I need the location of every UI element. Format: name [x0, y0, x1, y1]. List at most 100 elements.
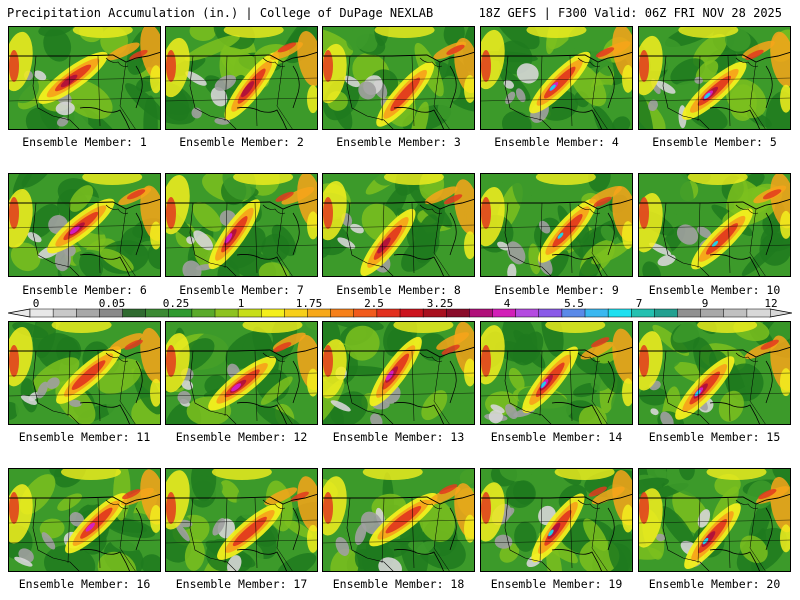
colorbar-swatch: [284, 308, 309, 318]
precipitation-map: [165, 321, 318, 425]
colorbar-tick-label: 5.5: [564, 297, 584, 310]
ensemble-member-map: [638, 321, 791, 425]
colorbar-tick-label: 2.5: [364, 297, 384, 310]
colorbar-arrow-right: [769, 308, 792, 318]
colorbar-swatch: [700, 308, 725, 318]
colorbar-swatch: [145, 308, 170, 318]
colorbar-swatch: [52, 308, 77, 318]
colorbar-tick-label: 9: [701, 297, 709, 310]
ensemble-member-label: Ensemble Member: 6: [22, 283, 147, 297]
colorbar-tick-label: 1: [237, 297, 245, 310]
colorbar-scale: [8, 308, 792, 318]
colorbar-swatch: [561, 308, 586, 318]
ensemble-member-label: Ensemble Member: 5: [652, 135, 777, 149]
colorbar-swatch: [584, 308, 609, 318]
precipitation-map: [480, 173, 633, 277]
colorbar-swatch: [261, 308, 285, 318]
ensemble-member-label: Ensemble Member: 10: [648, 283, 781, 297]
ensemble-member-label: Ensemble Member: 11: [18, 430, 151, 444]
colorbar: 0 0.05 0.25 1 1.75 2.5 3.25 4 5.5 7 9 12: [8, 297, 792, 318]
ensemble-member-map: [322, 321, 475, 425]
ensemble-member-map: [480, 26, 633, 130]
precipitation-map: [638, 468, 791, 572]
precipitation-map: [322, 173, 475, 277]
colorbar-swatch: [330, 308, 355, 318]
precipitation-map: [480, 468, 633, 572]
ensemble-member-label: Ensemble Member: 20: [648, 577, 781, 591]
ensemble-member-label: Ensemble Member: 17: [175, 577, 308, 591]
colorbar-swatch: [422, 308, 447, 318]
precipitation-map: [480, 321, 633, 425]
precipitation-map: [322, 26, 475, 130]
colorbar-swatch: [399, 308, 424, 318]
ensemble-member-label: Ensemble Member: 9: [494, 283, 619, 297]
precipitation-map: [638, 321, 791, 425]
colorbar-swatch: [353, 308, 378, 318]
precipitation-map: [8, 26, 161, 130]
colorbar-swatch: [446, 308, 470, 318]
precipitation-map: [322, 468, 475, 572]
colorbar-tick-label: 1.75: [295, 297, 323, 310]
precipitation-map: [165, 468, 318, 572]
ensemble-member-map: [638, 468, 791, 572]
colorbar-swatch: [746, 308, 771, 318]
ensemble-member-label: Ensemble Member: 2: [179, 135, 304, 149]
colorbar-tick-label: 4: [503, 297, 511, 310]
precipitation-map: [638, 26, 791, 130]
colorbar-swatch: [538, 308, 563, 318]
ensemble-member-map: [480, 321, 633, 425]
ensemble-member-map: [8, 321, 161, 425]
ensemble-member-map: [8, 173, 161, 277]
map-title: Precipitation Accumulation (in.) | Colle…: [7, 6, 434, 20]
ensemble-member-label: Ensemble Member: 14: [490, 430, 623, 444]
colorbar-arrow-left: [8, 308, 31, 318]
colorbar-swatch: [307, 308, 332, 318]
colorbar-tick-label: 12: [764, 297, 778, 310]
colorbar-swatch: [631, 308, 655, 318]
colorbar-swatch: [492, 308, 517, 318]
ensemble-member-map: [165, 321, 318, 425]
colorbar-swatch: [29, 308, 54, 318]
ensemble-member-label: Ensemble Member: 18: [332, 577, 465, 591]
ensemble-member-label: Ensemble Member: 15: [648, 430, 781, 444]
colorbar-swatch: [607, 308, 632, 318]
precipitation-map: [165, 173, 318, 277]
ensemble-member-map: [322, 173, 475, 277]
ensemble-member-label: Ensemble Member: 8: [336, 283, 461, 297]
colorbar-swatch: [376, 308, 401, 318]
precipitation-map: [8, 321, 161, 425]
colorbar-swatch: [723, 308, 748, 318]
colorbar-swatch: [237, 308, 262, 318]
model-run-info: 18Z GEFS | F300 Valid: 06Z FRI NOV 28 20…: [478, 6, 782, 20]
ensemble-member-map: [165, 26, 318, 130]
ensemble-member-map: [8, 26, 161, 130]
ensemble-member-label: Ensemble Member: 16: [18, 577, 151, 591]
precipitation-map: [638, 173, 791, 277]
ensemble-member-label: Ensemble Member: 3: [336, 135, 461, 149]
ensemble-member-map: [165, 468, 318, 572]
ensemble-member-map: [322, 26, 475, 130]
colorbar-tick-label: 0: [32, 297, 40, 310]
colorbar-swatch: [99, 308, 124, 318]
precipitation-map: [8, 468, 161, 572]
colorbar-tick-label: 0.05: [98, 297, 126, 310]
ensemble-member-map: [480, 173, 633, 277]
precipitation-map: [8, 173, 161, 277]
colorbar-tick-label: 3.25: [426, 297, 454, 310]
ensemble-member-map: [165, 173, 318, 277]
ensemble-member-label: Ensemble Member: 13: [332, 430, 465, 444]
colorbar-swatch: [677, 308, 702, 318]
precipitation-map: [480, 26, 633, 130]
ensemble-member-label: Ensemble Member: 12: [175, 430, 308, 444]
ensemble-member-label: Ensemble Member: 7: [179, 283, 304, 297]
precipitation-map: [165, 26, 318, 130]
precipitation-map: [322, 321, 475, 425]
ensemble-member-map: [638, 26, 791, 130]
colorbar-swatch: [168, 308, 193, 318]
ensemble-member-label: Ensemble Member: 1: [22, 135, 147, 149]
ensemble-member-map: [480, 468, 633, 572]
colorbar-tick-label: 7: [635, 297, 643, 310]
colorbar-swatch: [515, 308, 540, 318]
ensemble-member-map: [638, 173, 791, 277]
colorbar-swatch: [469, 308, 494, 318]
